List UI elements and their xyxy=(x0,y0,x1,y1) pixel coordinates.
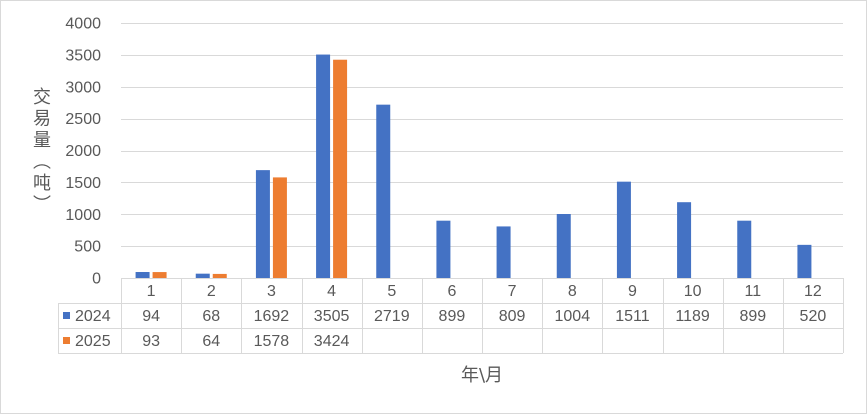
bar-2024-7 xyxy=(496,226,511,278)
bar-2024-8 xyxy=(556,214,571,278)
data-label: 1692 xyxy=(254,308,290,325)
bar-2025-1 xyxy=(152,272,167,278)
x-tick-label: 11 xyxy=(744,283,761,300)
bar-2024-11 xyxy=(737,220,752,278)
y-tick-label: 1500 xyxy=(65,175,101,192)
data-label: 68 xyxy=(202,308,220,325)
data-label: 3505 xyxy=(314,308,350,325)
x-tick-label: 1 xyxy=(147,283,156,300)
bars xyxy=(135,54,812,279)
x-tick-label: 10 xyxy=(684,283,702,300)
y-axis-title: 交易量（吨） xyxy=(30,87,51,216)
bar-2024-2 xyxy=(195,273,210,278)
legend-key-2024 xyxy=(63,312,70,319)
data-label: 520 xyxy=(800,308,827,325)
data-label: 93 xyxy=(142,333,160,350)
x-tick-label: 8 xyxy=(568,283,577,300)
data-label: 1189 xyxy=(675,308,710,325)
x-tick-label: 3 xyxy=(267,283,276,300)
data-label: 64 xyxy=(202,333,220,350)
x-tick-label: 9 xyxy=(628,283,637,300)
bar-2025-4 xyxy=(333,59,348,278)
bar-2024-10 xyxy=(677,202,692,278)
x-axis-title: 年\月 xyxy=(461,365,503,386)
x-tick-label: 6 xyxy=(447,283,456,300)
y-tick-label: 1000 xyxy=(65,207,101,224)
bar-2025-3 xyxy=(272,177,287,278)
y-tick-label: 2500 xyxy=(65,111,101,128)
data-label: 809 xyxy=(499,308,526,325)
legend-label-2024: 2024 xyxy=(75,308,111,325)
bar-2025-2 xyxy=(212,273,227,278)
bar-2024-3 xyxy=(255,170,270,278)
gridlines xyxy=(121,23,843,247)
data-label: 94 xyxy=(142,308,160,325)
data-label: 3424 xyxy=(314,333,350,350)
y-tick-label: 3000 xyxy=(65,79,101,96)
data-label: 2719 xyxy=(374,308,410,325)
x-tick-label: 7 xyxy=(508,283,517,300)
data-label: 899 xyxy=(439,308,466,325)
x-tick-label: 12 xyxy=(804,283,822,300)
legend-key-2025 xyxy=(63,337,70,344)
y-tick-label: 2000 xyxy=(65,143,101,160)
x-tick-label: 2 xyxy=(207,283,216,300)
x-tick-label: 4 xyxy=(327,283,336,300)
bar-2024-4 xyxy=(316,54,331,279)
x-tick-label: 5 xyxy=(387,283,396,300)
y-tick-label: 0 xyxy=(92,271,101,288)
data-label: 1004 xyxy=(555,308,591,325)
y-tick-label: 500 xyxy=(74,239,101,256)
bar-2024-5 xyxy=(376,104,391,278)
bar-2024-9 xyxy=(616,181,631,278)
bar-2024-1 xyxy=(135,272,150,278)
y-tick-label: 4000 xyxy=(65,16,101,33)
bar-2024-12 xyxy=(797,244,812,278)
y-axis-tick-labels: 0 500 1000 1500 2000 2500 3000 3500 4000 xyxy=(65,16,101,288)
data-label: 1511 xyxy=(615,308,650,325)
legend-label-2025: 2025 xyxy=(75,333,111,350)
data-label: 1578 xyxy=(254,333,290,350)
y-tick-label: 3500 xyxy=(65,47,101,64)
data-label: 899 xyxy=(739,308,766,325)
bar-2024-6 xyxy=(436,220,451,278)
